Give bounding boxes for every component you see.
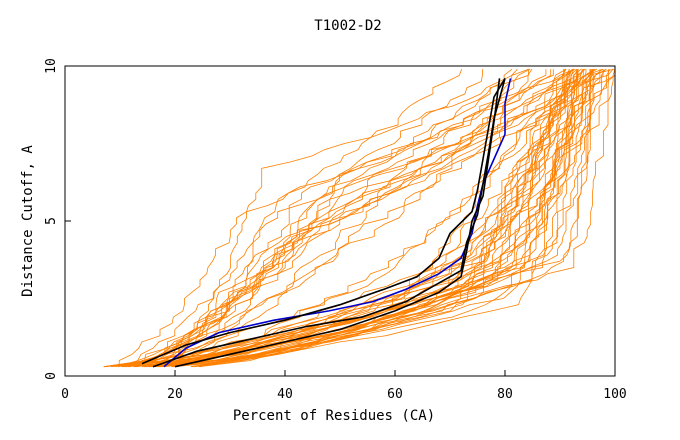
model-curve xyxy=(155,68,575,368)
model-curve xyxy=(147,68,585,368)
x-tick-label: 60 xyxy=(387,387,403,402)
model-curve xyxy=(194,68,606,368)
model-curve xyxy=(153,68,616,368)
highlight-curve-3 xyxy=(152,78,506,368)
model-curve xyxy=(173,68,573,368)
model-curve xyxy=(164,68,567,368)
model-curve xyxy=(142,68,603,368)
model-curve xyxy=(173,69,587,368)
x-axis-label: Percent of Residues (CA) xyxy=(233,408,435,424)
model-curve xyxy=(104,69,604,368)
model-curve xyxy=(125,69,577,368)
axis-layer: 0 20 40 60 80 100 0 5 10 xyxy=(44,58,627,402)
model-curve xyxy=(135,68,594,368)
model-curve xyxy=(149,68,586,368)
highlight-curve-1 xyxy=(163,78,512,368)
model-curve xyxy=(115,68,566,368)
x-tick-label: 40 xyxy=(277,387,293,402)
model-curve xyxy=(199,68,574,368)
model-curve xyxy=(128,69,554,368)
y-tick-label: 0 xyxy=(44,372,59,380)
model-curve xyxy=(164,68,463,368)
model-curve xyxy=(190,68,586,368)
x-tick-label: 0 xyxy=(61,387,69,402)
y-tick-label: 10 xyxy=(44,58,59,74)
model-curve xyxy=(147,69,579,368)
model-curve xyxy=(160,69,616,368)
model-curve xyxy=(118,68,529,367)
highlight-layer xyxy=(141,77,512,368)
model-curve xyxy=(104,68,574,368)
model-curve xyxy=(124,68,614,368)
model-curve xyxy=(135,68,615,368)
highlight-curve-2 xyxy=(141,77,506,365)
model-curve xyxy=(160,68,567,368)
model-curve xyxy=(159,68,573,368)
x-tick-label: 20 xyxy=(167,387,183,402)
model-curve xyxy=(118,68,533,368)
model-curve xyxy=(143,69,529,368)
model-curve xyxy=(157,69,592,368)
model-curve xyxy=(171,68,513,368)
y-axis-label: Distance Cutoff, A xyxy=(20,145,36,297)
model-curve xyxy=(130,68,518,368)
chart-title: T1002-D2 xyxy=(314,18,381,34)
model-curve xyxy=(193,69,594,368)
model-curve xyxy=(149,69,591,368)
model-curve xyxy=(146,69,483,368)
x-tick-label: 80 xyxy=(497,387,513,402)
model-curve xyxy=(163,68,596,368)
y-tick-label: 5 xyxy=(44,217,59,225)
x-tick-label: 100 xyxy=(603,387,626,402)
highlight-curve-4 xyxy=(174,78,501,368)
model-curve xyxy=(193,69,570,368)
model-curve xyxy=(143,68,570,368)
